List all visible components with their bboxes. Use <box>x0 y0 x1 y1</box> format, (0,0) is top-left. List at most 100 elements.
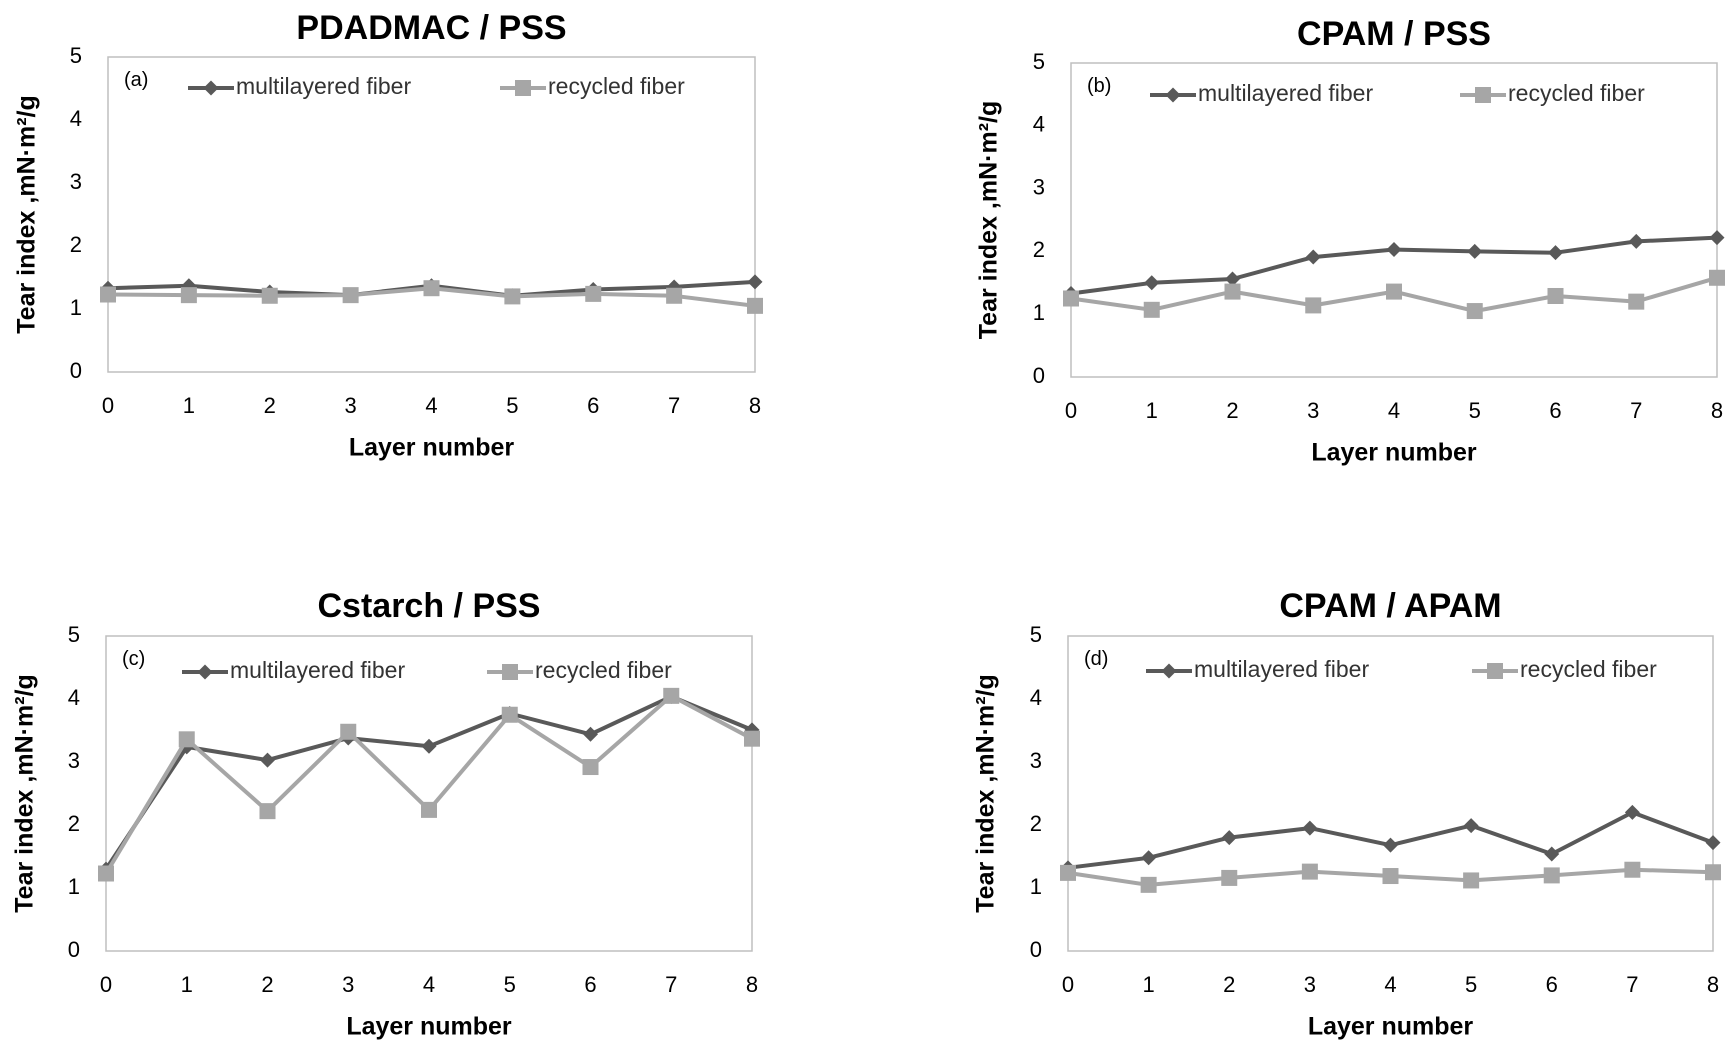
y-tick-label: 4 <box>68 685 80 710</box>
x-axis-label: Layer number <box>349 434 515 462</box>
x-tick-label: 4 <box>1384 972 1396 997</box>
x-tick-label: 4 <box>1388 398 1400 423</box>
x-tick-label: 8 <box>1711 398 1723 423</box>
panel-label: (d) <box>1084 648 1108 670</box>
data-point-recycled <box>1060 864 1076 881</box>
data-point-recycled <box>1705 864 1721 881</box>
y-tick-label: 1 <box>1030 874 1042 899</box>
plot-frame <box>1070 62 1718 378</box>
y-tick-label: 1 <box>1033 300 1045 325</box>
plot-frame <box>107 56 756 373</box>
legend-square-marker <box>1475 87 1491 103</box>
data-point-recycled <box>1140 876 1157 893</box>
data-point-recycled <box>1463 872 1480 889</box>
y-axis-label: Tear index ,mN·m²/g <box>13 95 41 333</box>
legend-diamond-marker <box>1161 663 1177 679</box>
y-tick-label: 5 <box>1033 49 1045 74</box>
y-tick-label: 2 <box>1033 237 1045 262</box>
legend-label: multilayered fiber <box>1198 80 1373 106</box>
chart-title: PDADMAC / PSS <box>296 9 566 47</box>
data-point-recycled <box>423 280 440 297</box>
data-point-multilayered <box>1305 249 1321 265</box>
data-point-multilayered <box>1709 230 1725 246</box>
legend-label: recycled fiber <box>548 73 685 99</box>
data-point-recycled <box>663 687 680 704</box>
x-tick-label: 7 <box>1630 398 1642 423</box>
chart-panel-3: CPAM / APAM (d) 0 1 2 3 4 5 0 1 2 3 4 5 6 7 8 Layer numbe… <box>972 587 1721 1041</box>
data-point-recycled <box>1301 863 1318 880</box>
legend-label: recycled fiber <box>535 657 672 683</box>
data-point-recycled <box>342 287 359 304</box>
x-tick-label: 1 <box>1143 972 1155 997</box>
x-tick-label: 3 <box>1304 972 1316 997</box>
x-tick-label: 5 <box>504 972 516 997</box>
data-point-recycled <box>747 297 763 314</box>
y-tick-label: 2 <box>68 811 80 836</box>
data-point-recycled <box>178 731 195 748</box>
data-point-recycled <box>261 287 278 304</box>
legend-label: recycled fiber <box>1508 80 1645 106</box>
y-axis-label: Tear index ,mN·m²/g <box>975 101 1003 339</box>
data-point-multilayered <box>1141 850 1157 866</box>
data-point-recycled <box>582 759 599 776</box>
x-tick-label: 3 <box>342 972 354 997</box>
x-tick-label: 8 <box>746 972 758 997</box>
data-point-multilayered <box>1383 837 1398 853</box>
y-tick-label: 1 <box>70 295 82 320</box>
y-tick-label: 0 <box>1033 363 1045 388</box>
data-point-recycled <box>1709 269 1725 286</box>
data-point-recycled <box>1224 283 1241 300</box>
data-point-recycled <box>421 801 437 818</box>
y-tick-label: 2 <box>1030 811 1042 836</box>
data-point-multilayered <box>1467 243 1483 259</box>
x-tick-label: 6 <box>587 393 599 418</box>
x-tick-label: 3 <box>1307 398 1319 423</box>
panel-label: (c) <box>122 648 145 670</box>
legend-label: multilayered fiber <box>1194 656 1369 682</box>
legend-label: multilayered fiber <box>236 73 411 99</box>
data-point-multilayered <box>1544 846 1560 862</box>
x-tick-label: 8 <box>749 393 761 418</box>
x-tick-label: 2 <box>264 393 276 418</box>
x-tick-label: 4 <box>425 393 437 418</box>
y-tick-label: 0 <box>1030 937 1042 962</box>
x-tick-label: 0 <box>1062 972 1074 997</box>
x-tick-label: 2 <box>1226 398 1238 423</box>
data-point-multilayered <box>421 738 437 754</box>
y-axis-label: Tear index ,mN·m²/g <box>972 674 1000 912</box>
data-point-recycled <box>100 286 116 303</box>
x-axis-label: Layer number <box>346 1013 512 1041</box>
data-point-multilayered <box>1624 804 1640 820</box>
legend-square-marker <box>1487 663 1503 679</box>
y-tick-label: 3 <box>70 169 82 194</box>
data-point-multilayered <box>583 726 598 742</box>
data-point-recycled <box>259 803 276 820</box>
data-point-recycled <box>666 287 683 304</box>
chart-panel-2: Cstarch / PSS (c) 0 1 2 3 4 5 0 1 2 3 4 5 6 7 8 Layer num… <box>11 587 760 1041</box>
data-point-multilayered <box>1628 233 1644 249</box>
x-tick-label: 6 <box>1546 972 1558 997</box>
x-tick-label: 0 <box>102 393 114 418</box>
data-point-multilayered <box>1386 242 1402 258</box>
data-point-multilayered <box>747 274 763 290</box>
x-tick-label: 5 <box>506 393 518 418</box>
x-tick-label: 1 <box>1146 398 1158 423</box>
y-tick-label: 5 <box>70 43 82 68</box>
data-point-recycled <box>1143 301 1160 318</box>
plot-frame <box>1067 635 1714 952</box>
data-point-recycled <box>1628 293 1645 310</box>
data-point-recycled <box>501 706 518 723</box>
data-point-recycled <box>1382 868 1399 885</box>
legend-square-marker <box>502 664 518 680</box>
chart-panel-0: PDADMAC / PSS (a) 0 1 2 3 4 5 0 1 2 3 4 5 6 7 8 Layer num… <box>13 9 763 462</box>
x-tick-label: 1 <box>181 972 193 997</box>
data-point-multilayered <box>1225 271 1240 287</box>
panel-label: (b) <box>1087 75 1111 97</box>
x-tick-label: 7 <box>665 972 677 997</box>
x-tick-label: 4 <box>423 972 435 997</box>
panel-label: (a) <box>124 69 148 91</box>
x-tick-label: 3 <box>345 393 357 418</box>
y-tick-label: 2 <box>70 232 82 257</box>
data-point-multilayered <box>1705 835 1721 851</box>
